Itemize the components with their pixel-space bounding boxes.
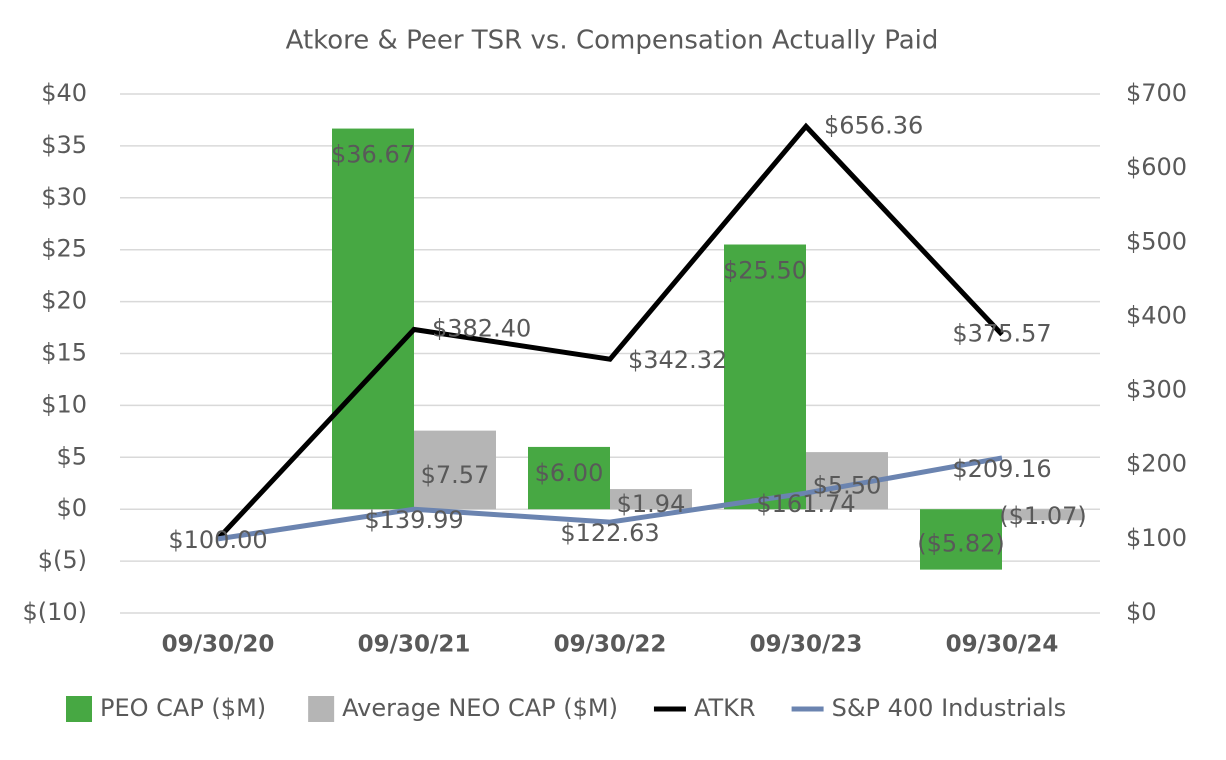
data-label: ($1.07) bbox=[999, 502, 1086, 530]
data-label: $342.32 bbox=[628, 346, 727, 374]
chart-title: Atkore & Peer TSR vs. Compensation Actua… bbox=[286, 26, 939, 56]
data-label: $1.94 bbox=[617, 490, 686, 518]
y-tick-label: $10 bbox=[41, 390, 87, 418]
y-tick-label: $25 bbox=[41, 235, 87, 263]
y2-tick-label: $500 bbox=[1126, 227, 1187, 255]
y-tick-label: $0 bbox=[56, 494, 87, 522]
data-label: $161.74 bbox=[756, 490, 855, 518]
data-label: $25.50 bbox=[723, 257, 807, 285]
y-tick-label: $30 bbox=[41, 183, 87, 211]
line bbox=[217, 455, 1003, 542]
data-label: $5.50 bbox=[813, 472, 882, 500]
data-label: $656.36 bbox=[824, 111, 923, 139]
bar bbox=[920, 509, 1002, 570]
y-tick-label: $5 bbox=[56, 442, 87, 470]
data-label: ($5.82) bbox=[917, 529, 1004, 557]
data-label: $36.67 bbox=[331, 141, 415, 169]
bar bbox=[332, 128, 414, 510]
y2-tick-label: $100 bbox=[1126, 524, 1187, 552]
data-label: $375.57 bbox=[952, 320, 1051, 348]
legend-label: PEO CAP ($M) bbox=[100, 694, 266, 722]
y2-tick-label: $0 bbox=[1126, 598, 1157, 626]
bar bbox=[1002, 509, 1084, 521]
data-label: $139.99 bbox=[364, 506, 463, 534]
y-tick-label: $(10) bbox=[22, 598, 87, 626]
x-tick-label: 09/30/24 bbox=[946, 632, 1059, 658]
y-tick-label: $15 bbox=[41, 339, 87, 367]
bar bbox=[528, 446, 610, 510]
data-label: $382.40 bbox=[432, 314, 531, 342]
x-tick-label: 09/30/20 bbox=[162, 632, 275, 658]
data-label: $209.16 bbox=[952, 455, 1051, 483]
x-tick-label: 09/30/22 bbox=[554, 632, 667, 658]
y2-tick-label: $200 bbox=[1126, 450, 1187, 478]
x-tick-label: 09/30/21 bbox=[358, 632, 471, 658]
bar bbox=[724, 244, 806, 510]
legend-label: ATKR bbox=[694, 694, 756, 722]
legend-swatch bbox=[308, 696, 335, 722]
legend-label: Average NEO CAP ($M) bbox=[342, 694, 618, 722]
y2-tick-label: $700 bbox=[1126, 79, 1187, 107]
line bbox=[216, 122, 1004, 541]
y-tick-label: $20 bbox=[41, 287, 87, 315]
y2-tick-label: $400 bbox=[1126, 301, 1187, 329]
bar bbox=[610, 489, 692, 510]
y-tick-label: $35 bbox=[41, 131, 87, 159]
legend-label: S&P 400 Industrials bbox=[832, 694, 1067, 722]
y2-tick-label: $300 bbox=[1126, 376, 1187, 404]
legend-swatch bbox=[66, 696, 92, 722]
x-tick-label: 09/30/23 bbox=[750, 632, 863, 658]
data-label: $100.00 bbox=[168, 526, 267, 554]
data-label: $122.63 bbox=[560, 519, 659, 547]
data-label: $7.57 bbox=[421, 461, 490, 489]
data-label: $6.00 bbox=[535, 459, 604, 487]
y2-tick-label: $600 bbox=[1126, 153, 1187, 181]
y-tick-label: $(5) bbox=[38, 546, 87, 574]
bar bbox=[414, 430, 496, 510]
y-tick-label: $40 bbox=[41, 79, 87, 107]
